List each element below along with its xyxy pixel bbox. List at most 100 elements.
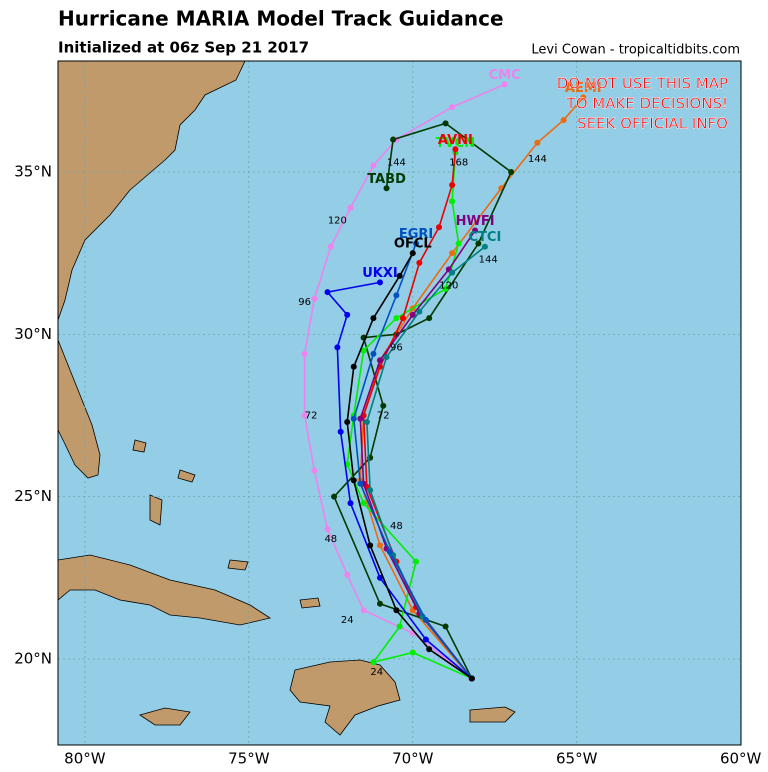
track-point — [324, 526, 331, 533]
track-point — [350, 363, 357, 370]
warning-line: SEEK OFFICIAL INFO — [577, 115, 728, 133]
track-point — [301, 412, 308, 419]
track-point — [422, 617, 429, 624]
track-point — [422, 636, 429, 643]
track-point — [360, 607, 367, 614]
track-point — [468, 675, 475, 682]
track-point — [449, 198, 456, 205]
track-point — [327, 243, 334, 250]
hour-label: 48 — [324, 534, 337, 545]
track-name: UKXI — [362, 266, 398, 281]
track-point — [370, 659, 377, 666]
track-point — [442, 623, 449, 630]
track-name: CTCI — [469, 230, 502, 245]
track-point — [442, 120, 449, 127]
track-point — [344, 571, 351, 578]
warning: DO NOT USE THIS MAP TO MAKE DECISIONS! SEE… — [557, 74, 729, 133]
track-point — [376, 542, 383, 549]
track-point — [386, 548, 393, 555]
track-point — [357, 480, 364, 487]
track-point — [301, 350, 308, 357]
hour-label: 72 — [377, 410, 390, 421]
hour-label: 144 — [479, 255, 498, 266]
y-tick-label: 25°N — [14, 487, 52, 505]
track-point — [475, 240, 482, 247]
track-point — [347, 500, 354, 507]
track-point — [449, 269, 456, 276]
track-point — [481, 243, 488, 250]
track-point — [360, 347, 367, 354]
x-tick-label: 60°W — [720, 750, 762, 768]
x-tick-label: 70°W — [392, 750, 434, 768]
track-point — [331, 493, 338, 500]
track-point — [426, 646, 433, 653]
track-point — [452, 146, 459, 153]
hour-label: 24 — [370, 667, 383, 678]
track-point — [367, 487, 374, 494]
hour-label: 72 — [305, 410, 318, 421]
track-point — [376, 574, 383, 581]
track-point — [455, 240, 462, 247]
hour-label: 96 — [390, 342, 403, 353]
credit: Levi Cowan - tropicaltidbits.com — [531, 43, 740, 58]
title: Hurricane MARIA Model Track Guidance — [58, 7, 504, 31]
track-point — [383, 354, 390, 361]
x-tick-label: 75°W — [228, 750, 270, 768]
x-tick-label: 65°W — [556, 750, 598, 768]
track-point — [409, 649, 416, 656]
track-point — [501, 81, 508, 88]
track-point — [413, 240, 420, 247]
track-point — [363, 418, 370, 425]
track-point — [370, 350, 377, 357]
warning-line: TO MAKE DECISIONS! — [566, 95, 728, 113]
track-point — [390, 136, 397, 143]
track-point — [426, 315, 433, 322]
track-point — [380, 402, 387, 409]
track-name: HWFI — [456, 214, 495, 229]
track-point — [449, 250, 456, 257]
track-point — [383, 185, 390, 192]
track-point — [409, 250, 416, 257]
track-point — [311, 467, 318, 474]
track-point — [560, 117, 567, 124]
track-point — [350, 415, 357, 422]
track-point — [360, 500, 367, 507]
hour-label: 24 — [341, 615, 354, 626]
track-point — [472, 227, 479, 234]
track-point — [393, 292, 400, 299]
track-name: AEMI — [565, 81, 602, 96]
track-point — [370, 162, 377, 169]
y-tick-label: 35°N — [14, 163, 52, 181]
track-point — [367, 542, 374, 549]
track-name: CMC — [489, 68, 521, 83]
track-point — [436, 224, 443, 231]
track-name: OFCL — [394, 237, 432, 252]
track-point — [334, 344, 341, 351]
track-point — [376, 357, 383, 364]
track-point — [399, 315, 406, 322]
track-point — [344, 311, 351, 318]
hour-label: 168 — [449, 157, 468, 168]
track-point — [347, 204, 354, 211]
track-point — [344, 418, 351, 425]
hour-label: 144 — [528, 154, 547, 165]
track-name: AVNI — [438, 133, 473, 148]
track-point — [393, 607, 400, 614]
track-point — [393, 315, 400, 322]
warning-line: DO NOT USE THIS MAP — [557, 75, 728, 93]
land — [57, 60, 516, 736]
track-point — [580, 94, 587, 101]
track-point — [534, 139, 541, 146]
track-point — [324, 289, 331, 296]
track-point — [337, 428, 344, 435]
y-tick-label: 30°N — [14, 325, 52, 343]
hour-label: 48 — [390, 521, 403, 532]
track-point — [370, 315, 377, 322]
hour-label: 96 — [298, 297, 311, 308]
track-point — [442, 285, 449, 292]
hour-label: 120 — [439, 281, 458, 292]
track-name: EGRI — [399, 227, 433, 242]
hour-label: 120 — [328, 216, 347, 227]
